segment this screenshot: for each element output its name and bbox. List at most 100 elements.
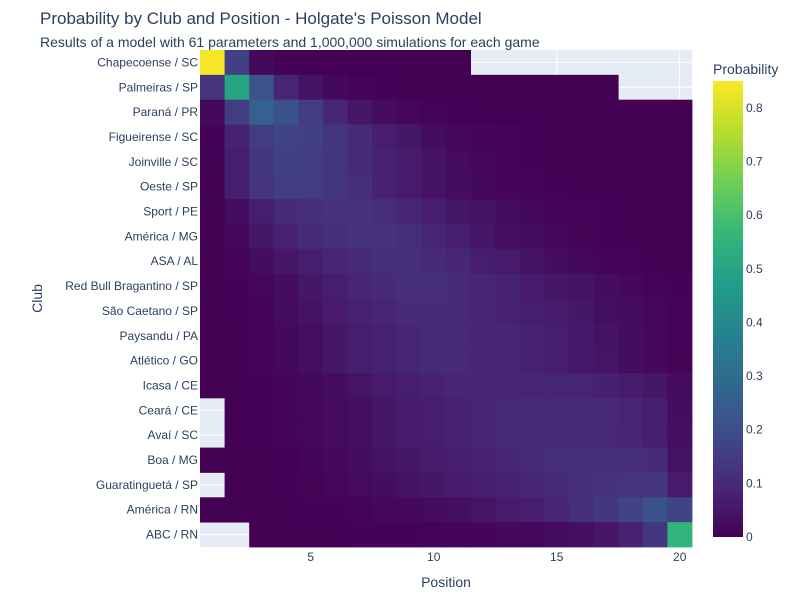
heatmap-cell [642, 522, 668, 548]
heatmap-cell [298, 124, 324, 150]
heatmap-cell [667, 348, 693, 374]
heatmap-cell [569, 397, 594, 424]
heatmap-cell [519, 422, 545, 448]
heatmap-cell [249, 199, 275, 225]
heatmap-cell [298, 74, 324, 101]
heatmap-cell [519, 447, 545, 473]
heatmap-cell [495, 348, 521, 374]
heatmap-cell [569, 472, 594, 498]
heatmap-cell [495, 248, 521, 275]
heatmap-cell [249, 74, 275, 101]
heatmap-cell [446, 99, 471, 125]
heatmap-cell [470, 248, 496, 275]
heatmap-cell [495, 223, 521, 250]
heatmap-cell [372, 273, 398, 299]
heatmap-cell [224, 323, 250, 349]
heatmap-cell [421, 149, 447, 175]
heatmap-cell [470, 149, 496, 175]
x-tick-label: 20 [673, 550, 687, 564]
heatmap-cell [421, 422, 447, 448]
heatmap-cell [667, 99, 693, 125]
heatmap-cell [323, 323, 348, 349]
heatmap-cell [446, 422, 471, 448]
heatmap-cell [396, 373, 422, 399]
heatmap-cell [618, 397, 644, 424]
heatmap-cell [569, 124, 594, 150]
heatmap-cell [470, 397, 496, 424]
heatmap-cell [200, 74, 225, 101]
heatmap-cell [642, 223, 668, 250]
heatmap-cell [667, 397, 693, 424]
heatmap-cell [470, 373, 496, 399]
heatmap-cell [249, 522, 275, 548]
heatmap-cell [347, 522, 373, 548]
heatmap-cell [224, 397, 250, 424]
heatmap-cell [495, 174, 521, 200]
heatmap-cell [446, 149, 471, 175]
heatmap-cell [249, 397, 275, 424]
x-tick-label: 15 [550, 550, 564, 564]
y-tick-label: Palmeiras / SP [119, 80, 198, 94]
heatmap-cell [470, 348, 496, 374]
heatmap-cell [323, 199, 348, 225]
x-tick-label: 5 [307, 550, 314, 564]
heatmap-cell [618, 149, 644, 175]
heatmap-cell [470, 298, 496, 324]
heatmap-cell [495, 149, 521, 175]
heatmap-cell [593, 199, 619, 225]
heatmap-cell [347, 273, 373, 299]
heatmap-cell [323, 273, 348, 299]
heatmap-cell [642, 373, 668, 399]
heatmap-cell [544, 373, 570, 399]
heatmap-cell [667, 422, 693, 448]
heatmap-cell [446, 348, 471, 374]
heatmap-cell [249, 124, 275, 150]
heatmap-cell [593, 99, 619, 125]
heatmap-cell [544, 397, 570, 424]
heatmap-cell [642, 472, 668, 498]
heatmap-cell [446, 397, 471, 424]
heatmap-cell [396, 149, 422, 175]
heatmap-cell [421, 323, 447, 349]
heatmap-cell [495, 273, 521, 299]
heatmap-cell [396, 447, 422, 473]
heatmap-cell [642, 273, 668, 299]
heatmap-cell [273, 522, 299, 548]
heatmap-cell [396, 298, 422, 324]
y-tick-label: Sport / PE [143, 205, 198, 219]
heatmap-cell [642, 99, 668, 125]
heatmap-cell [519, 74, 545, 101]
heatmap-cell [273, 174, 299, 200]
y-tick-label: Guaratinguetá / SP [96, 478, 198, 492]
heatmap-cell [569, 248, 594, 275]
heatmap-cell [200, 199, 225, 225]
heatmap-cell [470, 522, 496, 548]
heatmap-cell [224, 223, 250, 250]
heatmap-cell [544, 199, 570, 225]
heatmap-cell [446, 472, 471, 498]
heatmap-cell [618, 199, 644, 225]
heatmap-cell [372, 323, 398, 349]
heatmap-cell [593, 273, 619, 299]
colorbar-tick-label: 0.3 [746, 369, 763, 383]
heatmap-cell [298, 323, 324, 349]
heatmap-cell [667, 199, 693, 225]
heatmap-cell [396, 472, 422, 498]
heatmap-cell [323, 74, 348, 101]
heatmap-cell [519, 497, 545, 523]
colorbar: 0 0.1 0.2 0.3 0.4 0.5 0.6 0.7 0.8 [713, 81, 763, 544]
heatmap-cell [544, 273, 570, 299]
y-axis-label: Club [29, 284, 45, 313]
heatmap-cell [298, 298, 324, 324]
heatmap-cell [224, 348, 250, 374]
heatmap-cell [569, 422, 594, 448]
heatmap-cell [298, 497, 324, 523]
heatmap-cell [372, 472, 398, 498]
heatmap-cell [421, 99, 447, 125]
heatmap-cell [618, 373, 644, 399]
heatmap-cell [569, 99, 594, 125]
heatmap-cell [372, 522, 398, 548]
heatmap-cell [519, 472, 545, 498]
heatmap-cell [323, 99, 348, 125]
